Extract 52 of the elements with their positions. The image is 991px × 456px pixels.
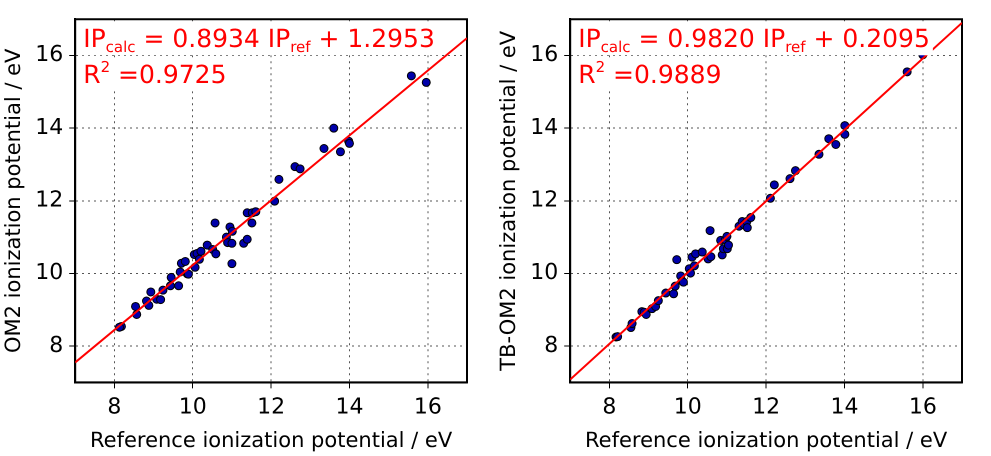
x-tick-label: 8 <box>602 394 616 420</box>
point <box>174 281 184 290</box>
point <box>319 144 328 153</box>
point <box>669 289 678 298</box>
x-axis-title: Reference ionization potential / eV <box>90 428 453 452</box>
y-tick-label: 10 <box>35 260 64 286</box>
point <box>724 240 733 250</box>
point <box>166 272 176 282</box>
x-tick-label: 8 <box>107 394 122 420</box>
x-tick-label: 10 <box>178 394 207 420</box>
x-tick-label: 14 <box>830 394 858 420</box>
point <box>131 302 140 311</box>
point <box>706 226 715 236</box>
point <box>329 124 338 133</box>
x-tick-label: 10 <box>674 394 702 420</box>
y-tick-label: 10 <box>530 260 558 286</box>
y-tick-label: 14 <box>530 114 558 140</box>
y-tick-label: 12 <box>530 188 558 213</box>
point <box>336 147 345 156</box>
point <box>831 140 840 150</box>
y-tick-label: 8 <box>49 332 64 358</box>
point <box>742 223 752 232</box>
point <box>242 234 252 244</box>
x-tick-label: 16 <box>414 394 442 420</box>
y-tick-label: 14 <box>35 114 64 140</box>
y-tick-label: 12 <box>35 188 64 213</box>
point <box>156 295 166 304</box>
point <box>180 256 190 266</box>
x-axis-title: Reference ionization potential / eV <box>585 428 948 452</box>
x-tick-label: 16 <box>908 394 937 420</box>
point <box>698 248 707 257</box>
point <box>146 287 156 296</box>
x-tick-label: 12 <box>752 394 780 420</box>
point <box>210 218 220 228</box>
point <box>227 259 236 268</box>
y-tick-label: 8 <box>544 332 558 358</box>
x-tick-label: 12 <box>257 394 286 420</box>
point <box>770 180 779 190</box>
point <box>247 218 256 228</box>
point <box>672 255 682 264</box>
point <box>296 164 305 174</box>
y-tick-label: 16 <box>35 42 64 68</box>
point <box>211 249 220 258</box>
y-axis-title: TB-OM2 ionization potential / eV <box>496 30 520 372</box>
point <box>422 78 431 87</box>
point <box>274 174 284 184</box>
point <box>406 71 416 80</box>
point <box>227 238 236 248</box>
y-axis-title: OM2 ionization potential / eV <box>1 48 26 354</box>
x-tick-label: 14 <box>335 394 364 420</box>
point <box>196 246 206 256</box>
y-tick-label: 16 <box>530 42 558 68</box>
